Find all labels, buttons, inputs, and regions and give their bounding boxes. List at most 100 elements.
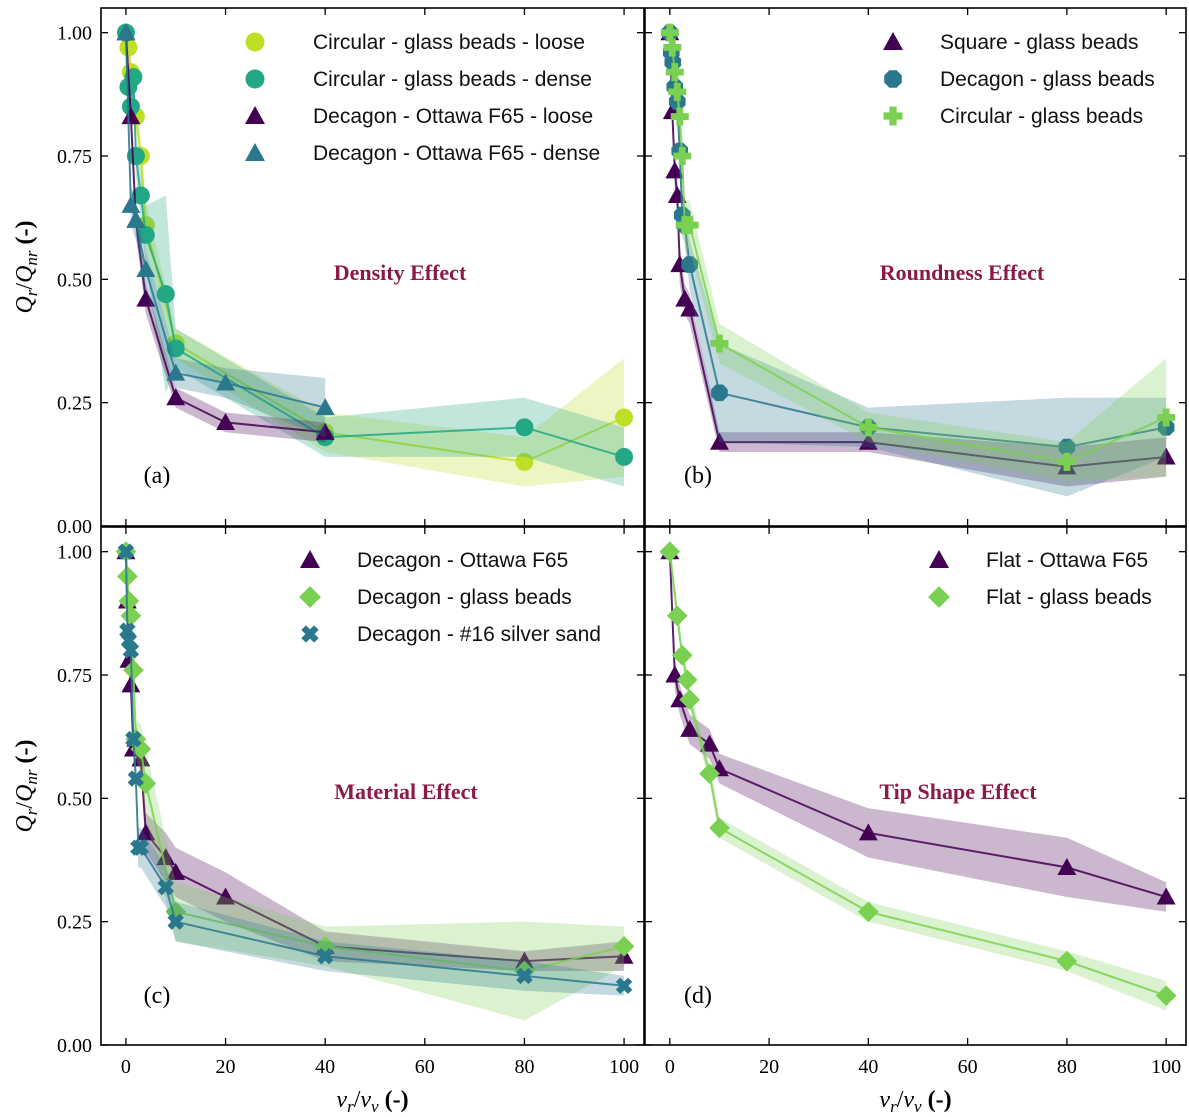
plot-frame [644, 7, 1187, 527]
error-band [669, 541, 1167, 912]
data-point [670, 107, 689, 126]
y-tick-label: 0.75 [57, 146, 92, 168]
data-point [135, 773, 157, 794]
data-point [121, 107, 141, 125]
x-tick-label: 20 [759, 1056, 779, 1078]
legend-marker [300, 550, 320, 568]
data-point [315, 398, 335, 416]
panel-tag: (a) [144, 463, 171, 489]
data-point [700, 734, 719, 752]
y-tick-label: 1.00 [57, 542, 92, 564]
data-point [132, 839, 150, 856]
x-axis-label: vr/vv (-) [879, 1087, 951, 1116]
legend-label: Decagon - glass beads [357, 586, 572, 609]
series-2 [117, 541, 633, 996]
panel-tag: (b) [684, 463, 712, 489]
data-point [120, 605, 142, 627]
data-point [515, 418, 534, 437]
x-tick-label: 80 [514, 1056, 534, 1078]
data-point [665, 63, 684, 82]
x-tick-label: 40 [858, 1056, 878, 1078]
data-point [121, 195, 141, 213]
data-point [858, 823, 878, 841]
error-band [669, 541, 1167, 1011]
error-band [125, 22, 625, 487]
data-point [136, 260, 156, 278]
effect-annotation: Roundness Effect [880, 260, 1045, 285]
data-point [116, 23, 136, 41]
series-1 [659, 541, 1177, 1011]
data-point [663, 38, 682, 57]
data-point [516, 967, 533, 985]
data-point [119, 38, 138, 57]
data-point [681, 256, 698, 273]
error-band [669, 22, 1167, 482]
panel-d: 0 20 40 60 80 100 Flat - Ottawa F65 Flat - glas… [644, 526, 1187, 1116]
legend-marker [245, 32, 265, 52]
data-point [166, 363, 186, 381]
data-point [665, 161, 685, 179]
data-point [136, 225, 155, 244]
data-point [117, 543, 135, 560]
data-point [1157, 408, 1176, 427]
y-tick-label: 0.00 [57, 1035, 92, 1057]
data-point [515, 452, 534, 471]
legend-label: Decagon - Ottawa F65 - loose [313, 105, 593, 128]
legend-label: Decagon - glass beads [940, 68, 1155, 91]
data-point [316, 947, 334, 965]
data-point [680, 719, 700, 737]
data-point [1155, 985, 1177, 1007]
panel-c: 0.00 0.25 0.50 0.75 1.00 0 20 40 60 80 100 Decagon … [12, 526, 645, 1116]
data-point [709, 432, 729, 450]
data-point [673, 147, 692, 165]
data-point [118, 590, 140, 612]
y-tick-label: 0.50 [57, 788, 92, 810]
x-tick-label: 100 [1151, 1056, 1181, 1078]
data-point [680, 216, 699, 235]
error-band [669, 22, 1167, 497]
panel-a: 0.00 0.25 0.50 0.75 1.00 Circular - glass bea… [12, 7, 645, 538]
data-point [125, 730, 142, 748]
data-point [127, 770, 145, 787]
data-point [514, 951, 534, 969]
y-tick-label: 0.50 [57, 269, 92, 291]
y-tick-label: 0.00 [57, 516, 92, 538]
legend-label: Decagon - #16 silver sand [357, 623, 601, 646]
data-point [615, 977, 633, 995]
data-point [123, 659, 144, 681]
data-point [1058, 438, 1076, 456]
series-3 [116, 22, 335, 438]
data-point [136, 289, 156, 307]
x-tick-label: 60 [415, 1056, 435, 1078]
legend-marker [245, 69, 265, 89]
legend-marker [245, 106, 265, 124]
data-point [859, 418, 878, 437]
legend-label: Flat - glass beads [986, 586, 1152, 609]
effect-annotation: Material Effect [334, 779, 478, 804]
series-1 [116, 22, 634, 487]
legend-marker [301, 625, 319, 643]
data-point [166, 388, 186, 406]
data-point [1057, 452, 1076, 471]
data-point [1056, 950, 1078, 972]
data-point [709, 817, 730, 839]
error-band [125, 22, 326, 438]
data-point [216, 887, 235, 905]
data-point [699, 763, 720, 785]
data-point [710, 334, 729, 353]
panel-tag: (c) [144, 983, 171, 1009]
legend-marker [245, 143, 265, 161]
plot-frame [644, 526, 1187, 1046]
data-point [122, 642, 140, 659]
error-band [125, 22, 625, 487]
data-point [167, 913, 184, 930]
y-tick-label: 0.25 [57, 912, 92, 934]
data-point [315, 422, 335, 440]
data-point [216, 373, 235, 391]
data-point [666, 605, 688, 627]
plot-frame [100, 7, 645, 527]
legend-label: Decagon - Ottawa F65 - dense [313, 142, 600, 165]
data-point [858, 432, 878, 450]
data-point [676, 669, 698, 691]
